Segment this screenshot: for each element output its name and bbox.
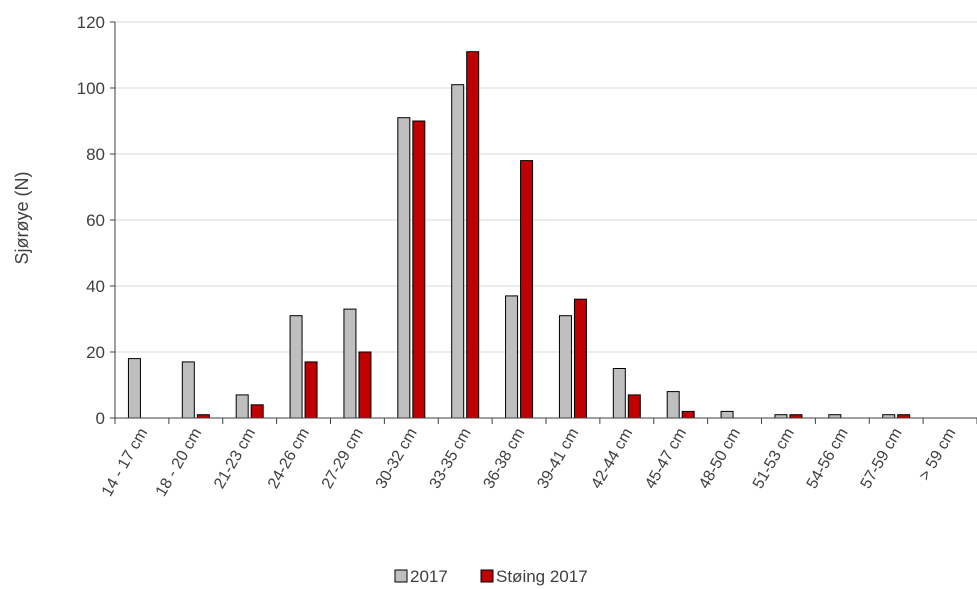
legend-swatch: [480, 569, 494, 583]
x-tick-label: 21-23 cm: [211, 426, 259, 492]
bar-series-2: [520, 160, 534, 419]
gridlines: [115, 21, 977, 353]
x-tick-label: 51-53 cm: [750, 426, 798, 492]
bar-series-1: [720, 410, 734, 419]
bar-series-1: [235, 394, 249, 419]
x-tick-label: 48-50 cm: [696, 426, 744, 492]
x-tick-label: 30-32 cm: [373, 426, 421, 492]
legend: 2017 Støing 2017: [394, 567, 588, 586]
x-tick-label: 36-38 cm: [480, 426, 528, 492]
bar-series-1: [451, 84, 465, 419]
y-axis-title: Sjørøye (N): [12, 172, 32, 265]
legend-label: Støing 2017: [496, 567, 588, 586]
y-tick-labels: 0 20 40 60 80 100 120: [77, 13, 105, 428]
bar-series-2: [250, 404, 264, 419]
y-tick-label: 60: [86, 211, 105, 230]
x-tick-label: 14 - 17 cm: [99, 426, 152, 500]
bar-series-1: [343, 308, 357, 419]
bar-series-2: [412, 120, 426, 419]
y-tick-label: 80: [86, 145, 105, 164]
y-tick-label: 20: [86, 343, 105, 362]
x-tick-labels: 14 - 17 cm 18 - 20 cm 21-23 cm 24-26 cm 27-2…: [99, 426, 960, 500]
legend-label: 2017: [410, 567, 448, 586]
y-tick-label: 40: [86, 277, 105, 296]
bars: [127, 51, 911, 419]
x-tick-label: 24-26 cm: [265, 426, 313, 492]
legend-swatch: [394, 569, 408, 583]
x-tick-label: 45-47 cm: [642, 426, 690, 492]
y-tick-label: 100: [77, 79, 105, 98]
x-tick-label: 54-56 cm: [804, 426, 852, 492]
bar-series-2: [627, 394, 641, 419]
bar-series-2: [358, 351, 372, 419]
x-tick-label: 33-35 cm: [427, 426, 475, 492]
bar-series-2: [466, 51, 480, 419]
x-tick-label: 57-59 cm: [858, 426, 906, 492]
y-tick-label: 0: [96, 409, 105, 428]
bar-series-2: [304, 361, 318, 419]
bar-series-1: [666, 391, 680, 419]
bar-series-1: [505, 295, 519, 419]
bar-series-1: [289, 315, 303, 419]
y-tick-label: 120: [77, 13, 105, 32]
bar-series-1: [127, 358, 141, 419]
x-tick-label: 18 - 20 cm: [153, 426, 206, 500]
axes: [110, 21, 977, 424]
x-tick-label: 42-44 cm: [588, 426, 636, 492]
bar-series-1: [397, 117, 411, 419]
bar-series-2: [681, 410, 695, 419]
x-tick-label: > 59 cm: [916, 426, 959, 484]
bar-series-1: [612, 368, 626, 419]
x-tick-label: 27-29 cm: [319, 426, 367, 492]
bar-series-1: [558, 315, 572, 419]
bar-series-2: [573, 298, 587, 419]
bar-series-1: [181, 361, 195, 419]
x-tick-label: 39-41 cm: [534, 426, 582, 492]
